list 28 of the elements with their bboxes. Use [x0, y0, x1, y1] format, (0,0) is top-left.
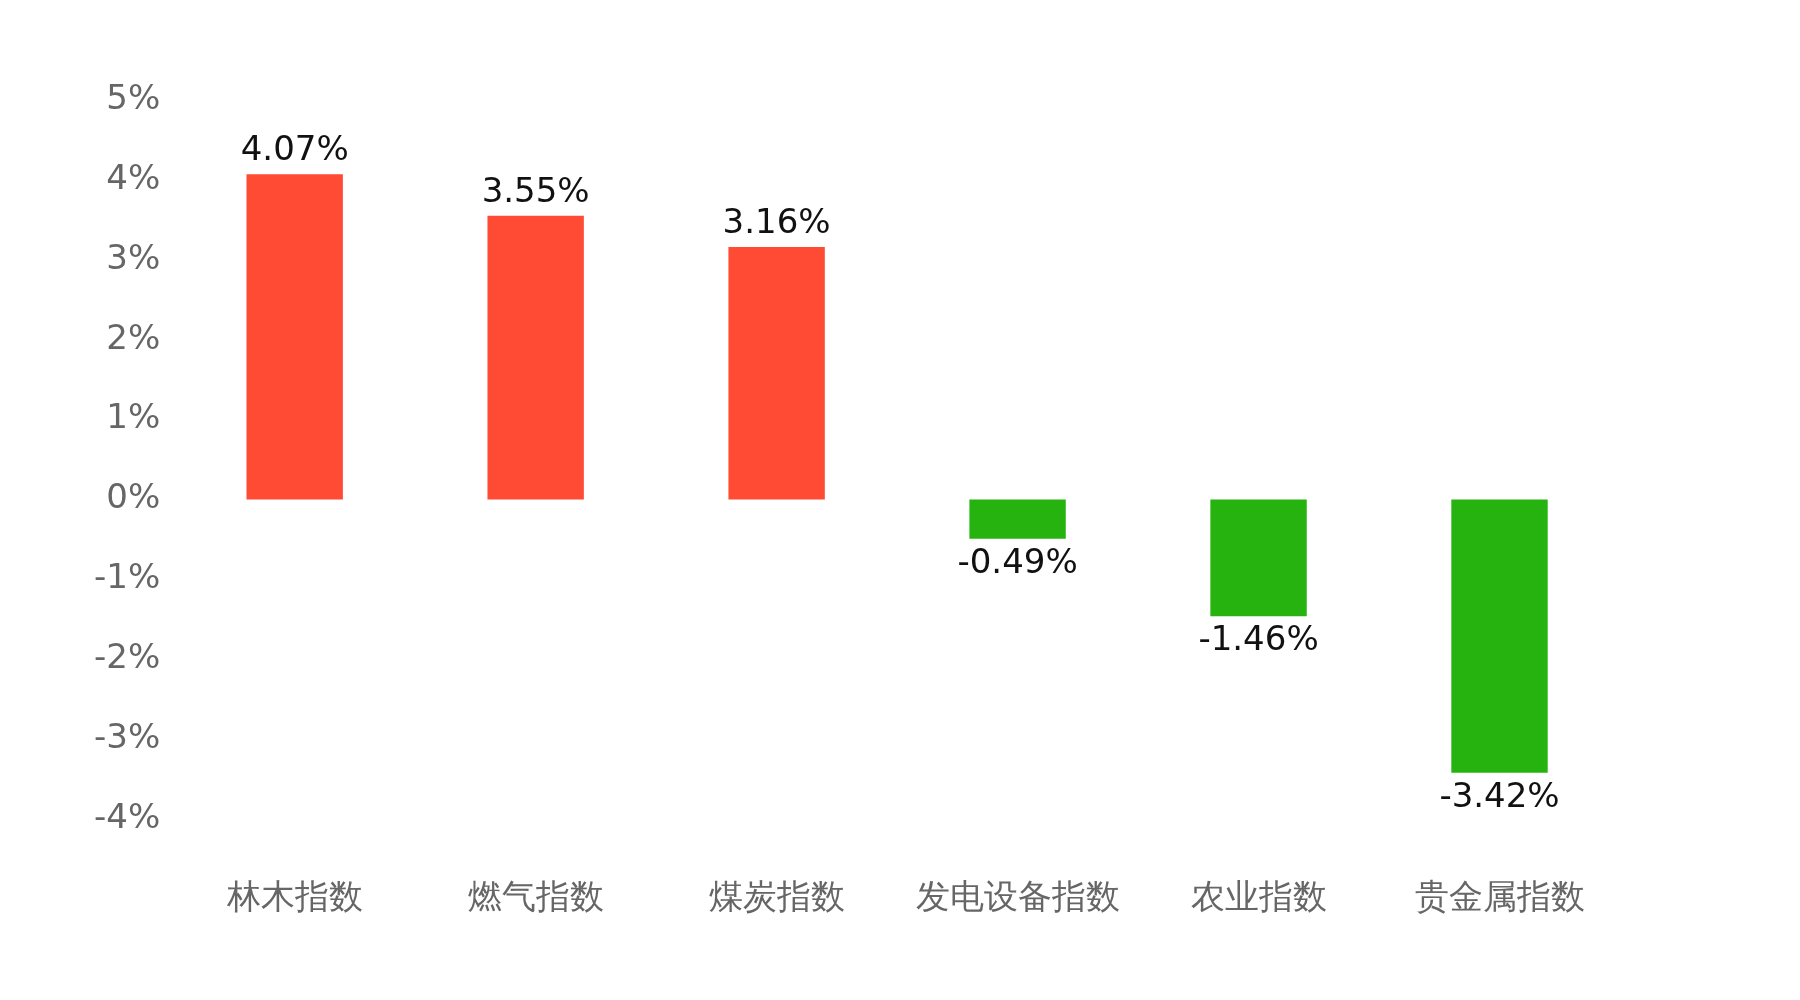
y-tick-label: -4%	[93, 796, 161, 837]
data-label: 3.16%	[722, 200, 831, 241]
x-tick-label: 燃气指数	[467, 876, 604, 917]
data-label: -3.42%	[1439, 774, 1560, 815]
bar	[728, 247, 825, 500]
x-tick-label: 煤炭指数	[708, 876, 845, 917]
bar	[1451, 499, 1548, 773]
x-tick-label: 农业指数	[1190, 876, 1327, 917]
x-tick-label: 贵金属指数	[1414, 876, 1585, 917]
data-label: -1.46%	[1198, 618, 1319, 659]
bar	[246, 174, 343, 500]
data-label: 4.07%	[240, 128, 349, 169]
bar	[1210, 499, 1307, 617]
y-tick-label: -2%	[93, 636, 161, 677]
y-tick-label: 3%	[106, 236, 161, 277]
data-label: 3.55%	[481, 169, 590, 210]
y-tick-label: -1%	[93, 556, 161, 597]
y-tick-label: 5%	[106, 76, 161, 117]
x-tick-label: 发电设备指数	[915, 876, 1120, 917]
bar	[487, 215, 584, 500]
x-tick-label: 林木指数	[225, 876, 363, 917]
bar	[969, 499, 1066, 539]
y-tick-label: 4%	[106, 156, 161, 197]
y-tick-label: 2%	[106, 316, 161, 357]
y-tick-label: -3%	[93, 716, 161, 757]
y-tick-label: 0%	[106, 476, 161, 517]
y-tick-label: 1%	[106, 396, 161, 437]
data-label: -0.49%	[957, 540, 1078, 581]
